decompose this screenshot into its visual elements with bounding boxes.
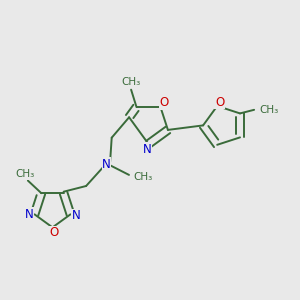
Text: N: N (142, 143, 152, 156)
Text: CH₃: CH₃ (16, 169, 35, 179)
Text: CH₃: CH₃ (260, 105, 279, 115)
Text: N: N (25, 208, 34, 221)
Text: N: N (71, 209, 80, 222)
Text: N: N (102, 158, 111, 171)
Text: CH₃: CH₃ (122, 77, 141, 87)
Text: CH₃: CH₃ (133, 172, 152, 182)
Text: O: O (50, 226, 58, 239)
Text: O: O (215, 96, 224, 109)
Text: O: O (160, 96, 169, 110)
